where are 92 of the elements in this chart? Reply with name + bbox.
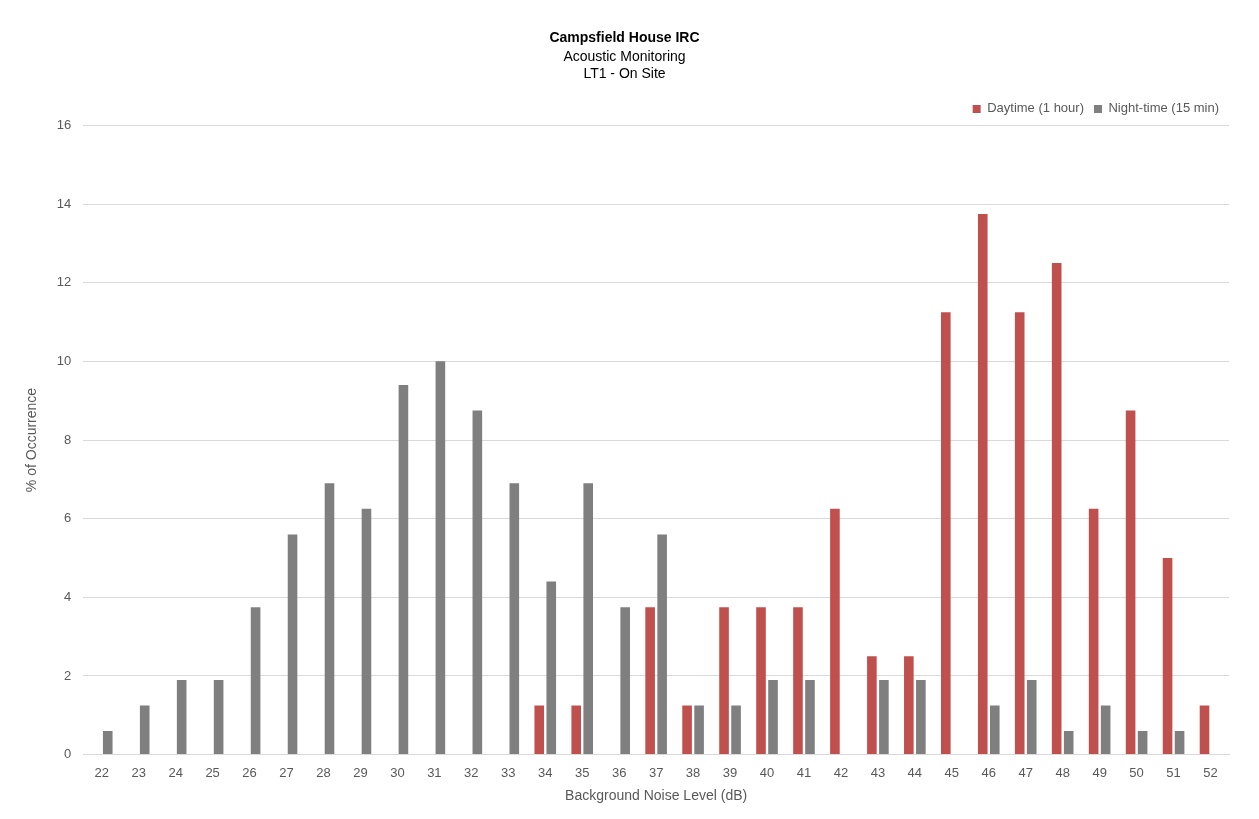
y-tick-label: 16	[56, 116, 72, 132]
bar	[682, 705, 692, 755]
bar	[645, 607, 655, 755]
bar	[1125, 410, 1136, 755]
bar	[571, 705, 582, 755]
x-tick-label: 30	[390, 764, 405, 780]
bar	[1100, 705, 1111, 755]
x-tick-label: 22	[94, 764, 109, 780]
y-tick-label: 14	[56, 195, 72, 211]
bar	[102, 731, 113, 755]
bar	[1014, 312, 1025, 755]
y-tick-label: 0	[64, 746, 72, 762]
bar	[324, 483, 335, 755]
bar	[731, 705, 741, 755]
bar	[213, 679, 224, 755]
x-tick-label: 44	[907, 764, 923, 780]
bar	[1063, 731, 1074, 755]
bar	[546, 581, 557, 755]
bar	[694, 705, 704, 755]
y-axis-title: % of Occurrence	[23, 387, 40, 493]
bar	[879, 679, 889, 755]
x-tick-label: 39	[722, 764, 738, 780]
bar	[398, 384, 409, 755]
bar	[657, 534, 667, 755]
bar	[1162, 557, 1173, 755]
bar	[1174, 731, 1185, 755]
bar	[904, 656, 914, 755]
x-axis-title: Background Noise Level (dB)	[565, 787, 748, 804]
x-tick-label: 27	[279, 764, 294, 780]
x-tick-label: 40	[759, 764, 775, 780]
x-tick-label: 47	[1018, 764, 1033, 780]
x-tick-label: 36	[611, 764, 627, 780]
x-tick-label: 48	[1055, 764, 1070, 780]
x-tick-label: 26	[242, 764, 257, 780]
bar	[1026, 679, 1037, 755]
x-tick-label: 35	[574, 764, 590, 780]
x-tick-label: 46	[981, 764, 996, 780]
x-tick-label: 45	[944, 764, 960, 780]
bar	[989, 705, 1000, 755]
bar	[719, 607, 729, 755]
bar	[916, 679, 926, 755]
x-tick-label: 23	[131, 764, 146, 780]
x-tick-label: 34	[538, 764, 553, 780]
y-tick-label: 10	[56, 352, 72, 368]
bar	[830, 508, 840, 755]
y-tick-label: 4	[64, 588, 72, 604]
x-tick-label: 32	[464, 764, 479, 780]
x-tick-label: 24	[168, 764, 183, 780]
bar	[805, 679, 815, 755]
y-tick-label: 6	[64, 510, 72, 526]
bar	[1051, 263, 1062, 755]
bar	[1088, 508, 1099, 755]
bar	[1199, 705, 1210, 755]
bar	[435, 361, 446, 755]
x-tick-label: 51	[1166, 764, 1181, 780]
bar	[940, 312, 951, 755]
bar	[509, 483, 520, 755]
x-tick-label: 52	[1203, 764, 1218, 780]
legend-label: Night-time (15 min)	[1108, 100, 1220, 116]
bar	[977, 213, 988, 755]
bar	[583, 483, 594, 755]
x-tick-label: 37	[648, 764, 664, 780]
y-tick-label: 8	[64, 431, 72, 447]
x-tick-label: 49	[1092, 764, 1107, 780]
x-tick-label: 50	[1129, 764, 1144, 780]
x-tick-label: 28	[316, 764, 331, 780]
y-tick-label: 2	[64, 667, 72, 683]
x-tick-label: 43	[870, 764, 886, 780]
bar	[534, 705, 545, 755]
x-tick-label: 33	[501, 764, 516, 780]
bar	[620, 607, 630, 755]
x-tick-label: 38	[685, 764, 701, 780]
bar	[139, 705, 150, 755]
x-tick-label: 25	[205, 764, 220, 780]
bar	[768, 679, 778, 755]
x-tick-label: 41	[796, 764, 812, 780]
bar	[472, 410, 483, 755]
x-tick-label: 31	[427, 764, 442, 780]
x-tick-label: 29	[353, 764, 368, 780]
bar	[287, 534, 298, 755]
legend-label: Daytime (1 hour)	[987, 100, 1084, 116]
bar	[867, 656, 877, 755]
chart-title: Campsfield House IRC	[549, 29, 700, 46]
chart-subtitle: Acoustic Monitoring LT1 - On Site	[563, 48, 686, 81]
bar	[1137, 731, 1148, 755]
x-tick-label: 42	[833, 764, 849, 780]
y-tick-label: 12	[56, 274, 72, 290]
bar	[793, 607, 803, 755]
bar	[361, 508, 372, 755]
bar	[176, 679, 187, 755]
bar	[756, 607, 766, 755]
bar	[250, 607, 261, 755]
